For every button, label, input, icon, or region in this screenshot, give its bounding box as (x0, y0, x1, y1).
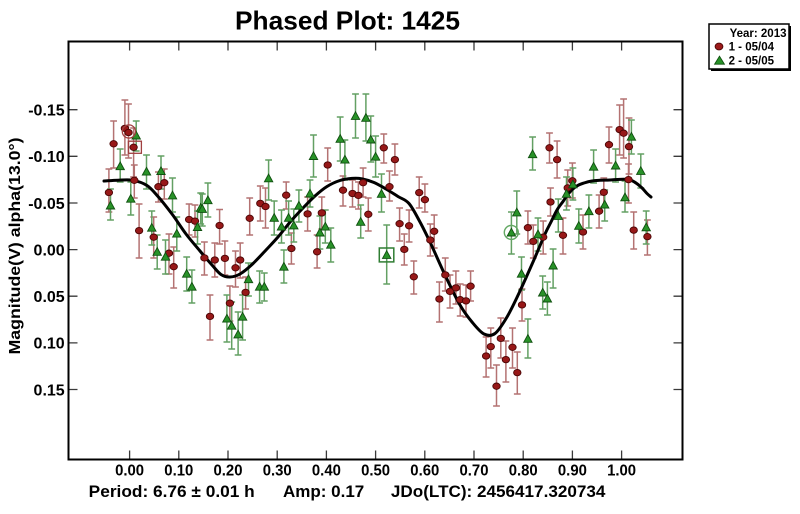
svg-text:1 - 05/04: 1 - 05/04 (729, 42, 775, 54)
svg-text:-0.15: -0.15 (28, 103, 65, 120)
svg-text:JDo(LTC): 2456417.320734: JDo(LTC): 2456417.320734 (391, 482, 606, 501)
svg-text:0.40: 0.40 (312, 463, 341, 480)
svg-text:0.50: 0.50 (361, 463, 390, 480)
svg-text:-0.05: -0.05 (28, 196, 65, 213)
svg-text:-0.10: -0.10 (28, 149, 65, 166)
svg-text:2 - 05/05: 2 - 05/05 (729, 56, 775, 68)
svg-text:0.10: 0.10 (164, 463, 193, 480)
svg-text:Magnitude(V) alpha(13.0°): Magnitude(V) alpha(13.0°) (7, 138, 24, 355)
svg-text:0.15: 0.15 (34, 382, 65, 399)
svg-text:0.10: 0.10 (34, 336, 65, 353)
svg-text:0.00: 0.00 (115, 463, 144, 480)
svg-text:0.60: 0.60 (410, 463, 439, 480)
svg-text:0.20: 0.20 (214, 463, 243, 480)
svg-text:1.00: 1.00 (607, 463, 636, 480)
svg-text:0.80: 0.80 (509, 463, 538, 480)
svg-text:0.00: 0.00 (34, 242, 65, 259)
svg-text:0.30: 0.30 (263, 463, 292, 480)
svg-text:0.70: 0.70 (460, 463, 489, 480)
svg-text:Amp: 0.17: Amp: 0.17 (283, 482, 364, 501)
svg-text:Phased Plot: 1425: Phased Plot: 1425 (235, 6, 460, 36)
svg-text:0.05: 0.05 (34, 289, 65, 306)
svg-text:Year: 2013: Year: 2013 (730, 28, 787, 40)
svg-text:Period: 6.76 ± 0.01 h: Period: 6.76 ± 0.01 h (89, 482, 255, 501)
svg-text:0.90: 0.90 (558, 463, 587, 480)
